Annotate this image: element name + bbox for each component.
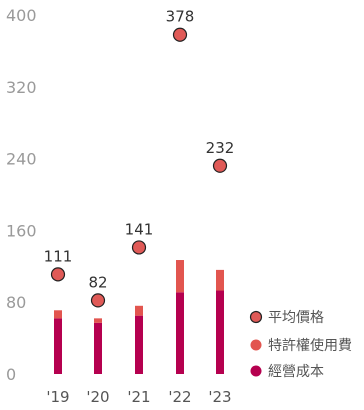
price-data-label: 232 — [206, 139, 235, 157]
legend-label: 平均價格 — [268, 309, 324, 326]
price-data-label: 141 — [125, 220, 154, 238]
y-tick-label: 320 — [6, 78, 37, 97]
price-data-label: 378 — [166, 8, 195, 26]
bar-royalty — [54, 310, 62, 319]
x-tick-label: '22 — [168, 388, 191, 406]
y-tick-label: 240 — [6, 150, 37, 169]
points-layer: 111 82 141 378 232 — [44, 8, 235, 308]
bar-cost — [54, 318, 62, 374]
x-tick-label: '23 — [208, 388, 231, 406]
legend-marker — [250, 365, 262, 377]
bars-layer — [54, 260, 224, 374]
x-tick-label: '20 — [86, 388, 109, 406]
price-point — [172, 27, 188, 42]
bar-royalty — [176, 260, 184, 293]
price-data-label: 111 — [44, 247, 73, 265]
bar-cost — [216, 290, 224, 374]
bar-royalty — [94, 318, 102, 323]
y-tick-label: 80 — [6, 293, 26, 312]
price-point — [131, 240, 147, 255]
legend-marker — [249, 310, 263, 324]
bar-royalty — [216, 269, 224, 291]
bar-cost — [94, 322, 102, 374]
bar-cost — [176, 292, 184, 374]
price-data-label: 82 — [88, 273, 107, 291]
legend-label: 特許權使用費 — [268, 337, 352, 354]
x-tick-label: '19 — [46, 388, 69, 406]
y-tick-label: 400 — [6, 6, 37, 25]
legend-marker — [250, 339, 262, 351]
price-point — [90, 293, 106, 308]
price-point — [212, 158, 228, 173]
y-tick-label: 160 — [6, 221, 37, 240]
bar-cost — [135, 315, 143, 374]
x-axis: '19 '20 '21 '22 '23 — [46, 388, 231, 406]
y-axis: 0 80 160 240 320 400 — [6, 6, 37, 384]
y-tick-label: 0 — [6, 365, 16, 384]
bar-royalty — [135, 305, 143, 316]
x-tick-label: '21 — [127, 388, 150, 406]
price-point — [50, 267, 66, 282]
legend-label: 經營成本 — [268, 364, 324, 380]
